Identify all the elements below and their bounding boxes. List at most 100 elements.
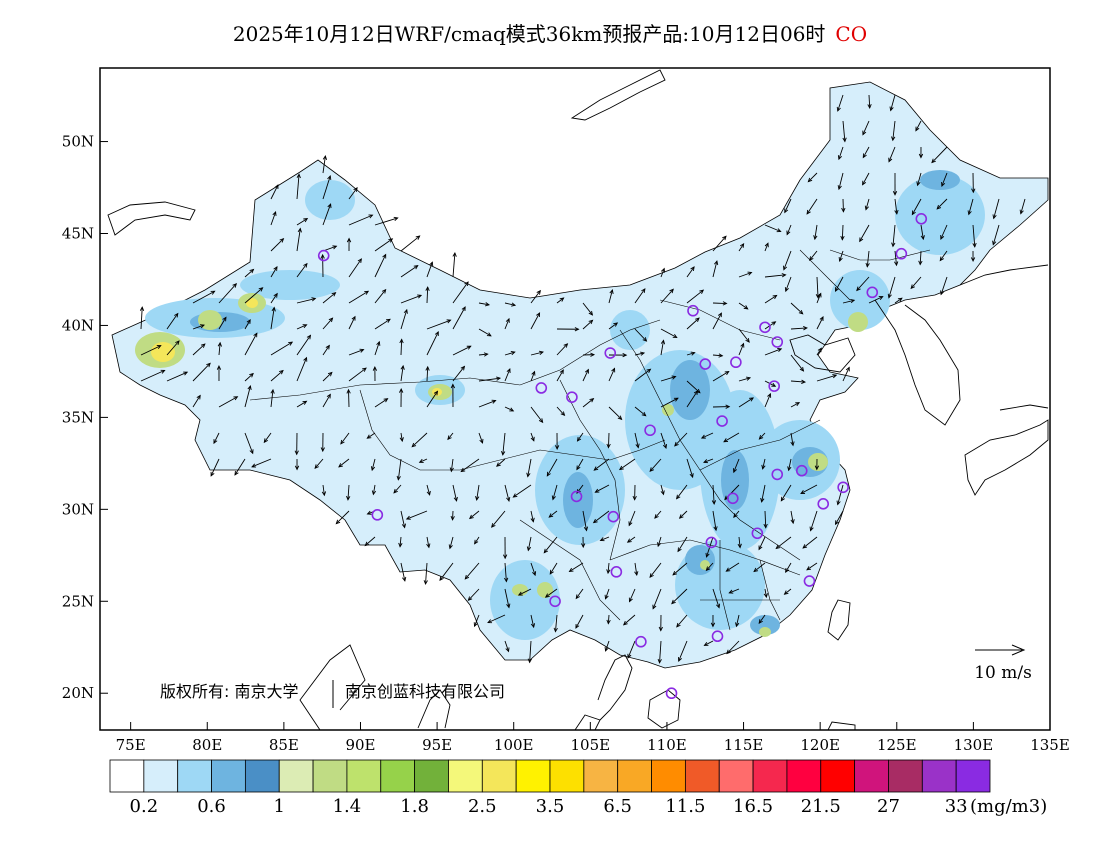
lat-tick-label: 20N [62, 684, 94, 702]
wind-arrow-head [270, 388, 275, 394]
station-marker [566, 391, 578, 403]
wind-arrow [296, 228, 301, 252]
wind-arrow-head [658, 626, 663, 632]
wind-arrow [842, 120, 846, 142]
station-marker [607, 510, 620, 523]
wind-arrow-head [728, 589, 734, 594]
wind-arrow-head [660, 490, 665, 496]
wind-arrow-head [593, 466, 599, 471]
wind-arrow [478, 302, 490, 306]
wind-arrow-head [393, 216, 399, 221]
wind-arrow-head [657, 658, 662, 664]
wind-arrow-head [584, 368, 589, 374]
wind-arrow-head [273, 266, 278, 271]
wind-arrow-head [234, 470, 239, 476]
wind-arrow-head [530, 623, 536, 629]
wind-arrow-head [217, 341, 222, 347]
wind-arrow-head [546, 471, 551, 477]
wind-arrow [712, 302, 727, 304]
wind-arrow-head [362, 367, 367, 372]
wind-arrow-head [783, 590, 789, 595]
wind-arrow [426, 262, 433, 278]
wind-arrow-head [216, 365, 222, 370]
wind-arrow-head [777, 348, 783, 353]
wind-arrow-head [530, 436, 535, 442]
wind-arrow [556, 406, 565, 416]
wind-arrow-head [325, 344, 330, 350]
station-marker [837, 481, 849, 494]
wind-arrow-head [222, 316, 227, 322]
wind-arrow-head [575, 623, 580, 629]
wind-arrow-head [246, 318, 251, 324]
wind-arrow [348, 316, 356, 330]
wind-arrow-head [426, 490, 431, 496]
wind-arrow [374, 289, 387, 304]
copyright-part2: 南京创蓝科技有限公司 [345, 682, 505, 701]
wind-arrow [244, 319, 251, 330]
wind-arrow [322, 394, 331, 408]
wind-arrow-head [320, 253, 325, 259]
wind-arrow-head [971, 188, 976, 194]
wind-arrow-head [746, 376, 752, 381]
station-marker [716, 415, 728, 427]
wind-arrow [244, 385, 251, 408]
wind-arrow-head [817, 347, 822, 353]
wind-arrow-head [864, 205, 869, 211]
wind-arrow-head [642, 337, 648, 342]
wind-arrow [764, 588, 767, 598]
wind-arrow [733, 510, 740, 518]
wind-arrow [502, 432, 506, 455]
wind-arrow [608, 289, 613, 304]
wind-arrow-head [311, 297, 317, 302]
station-marker [730, 356, 742, 369]
wind-arrow-head [657, 542, 662, 548]
colorbar-swatch [346, 759, 382, 793]
wind-arrow-head [786, 230, 791, 236]
wind-arrow [210, 458, 220, 477]
wind-arrow-head [724, 370, 730, 376]
wind-arrow [627, 536, 636, 543]
wind-arrow-head [425, 365, 430, 371]
wind-arrow [608, 432, 610, 448]
colorbar-label: 1.8 [400, 796, 429, 817]
wind-arrow-head [505, 647, 510, 653]
wind-arrow-head [536, 312, 541, 318]
wind-arrow-head [803, 326, 808, 331]
wind-arrow-head [303, 218, 309, 223]
wind-arrow [192, 343, 206, 356]
wind-arrow-head [936, 204, 942, 210]
wind-arrow-head [453, 496, 458, 502]
wind-arrow-head [714, 260, 719, 266]
wind-arrow-head [862, 180, 867, 186]
wind-arrow-head [327, 174, 332, 180]
wind-arrow-head [210, 471, 215, 477]
wind-arrow [605, 640, 610, 652]
wind-arrow-head [888, 157, 893, 163]
wind-arrow [679, 510, 688, 519]
wind-arrow [296, 357, 307, 382]
wind-arrow-head [399, 388, 404, 393]
station-marker [803, 575, 816, 587]
wind-arrow-head [606, 443, 611, 449]
wind-arrow-head [294, 450, 299, 456]
wind-arrow [192, 395, 201, 408]
wind-arrow-head [711, 500, 717, 506]
wind-arrow-head [401, 523, 407, 529]
wind-arrow [556, 297, 564, 304]
wind-arrow-head [553, 627, 558, 633]
colorbar [109, 759, 991, 793]
wind-arrow-head [767, 392, 772, 398]
wind-arrow [660, 432, 667, 449]
wind-arrow-head [296, 173, 301, 179]
wind-arrow-head [972, 242, 977, 248]
wind-arrow [738, 328, 750, 343]
wind-arrow-head [403, 308, 408, 314]
wind-arrow [657, 536, 662, 547]
wind-arrow-head [613, 322, 619, 327]
wind-arrow-head [473, 622, 478, 628]
wind-arrow-head [689, 473, 694, 479]
wind-arrow [192, 362, 211, 382]
wind-arrow-head [530, 517, 535, 523]
wind-scale: 10 m/s [974, 644, 1032, 683]
